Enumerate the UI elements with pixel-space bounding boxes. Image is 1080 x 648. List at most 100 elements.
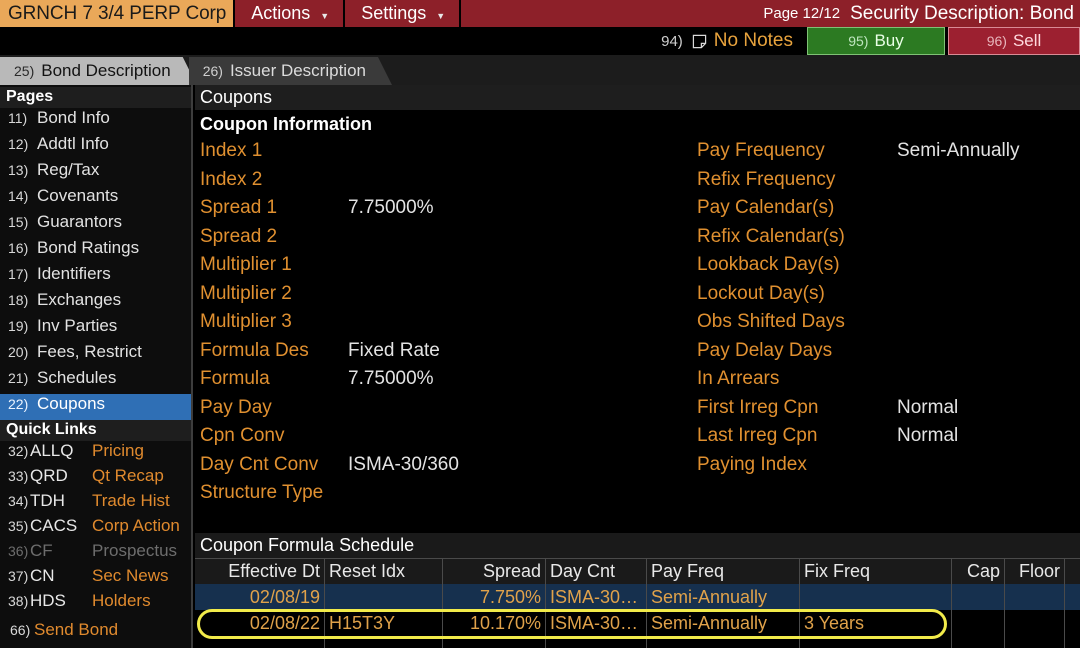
buy-button[interactable]: 95) Buy (807, 27, 945, 55)
field-label-multiplier-2[interactable]: Multiplier 2 (200, 282, 292, 304)
sidebar-item-bond-info[interactable]: 11) Bond Info (0, 108, 191, 134)
sidebar-item-reg-tax[interactable]: 13) Reg/Tax (0, 160, 191, 186)
field-row-index-1: Index 1 (200, 137, 690, 166)
sidebar-item-schedules[interactable]: 21) Schedules (0, 368, 191, 394)
note-icon (692, 34, 707, 49)
table-row[interactable]: 02/08/19 7.750% ISMA-30… Semi-Annually (195, 584, 1080, 610)
field-row-pay-calendar-s: Pay Calendar(s) (697, 194, 1080, 223)
field-label-spread-1[interactable]: Spread 1 (200, 197, 278, 219)
field-label-day-cnt-conv[interactable]: Day Cnt Conv (200, 453, 319, 475)
sidebar-item-label: Identifiers (37, 264, 111, 283)
chevron-down-icon: ▼ (320, 10, 330, 21)
sidebar-item-bond-ratings[interactable]: 16) Bond Ratings (0, 238, 191, 264)
quicklink-code: CN (30, 566, 55, 585)
column-header-cap[interactable]: Cap (952, 558, 1005, 585)
main-panel: Coupons Coupon Information Index 1 Index … (195, 85, 1080, 648)
field-value-first-irreg-cpn: Normal (897, 396, 959, 418)
coupon-information-fields: Index 1 Index 2 Spread 1 7.75000% Spread 2 Mu… (195, 137, 1080, 533)
field-row-pay-day: Pay Day (200, 394, 690, 423)
chevron-down-icon: ▼ (436, 10, 446, 21)
field-label-pay-calendar-s[interactable]: Pay Calendar(s) (697, 197, 835, 219)
sidebar-item-number: 21) (8, 370, 29, 386)
panel-title: Coupons (195, 85, 1080, 111)
field-label-spread-2[interactable]: Spread 2 (200, 225, 278, 247)
sidebar-item-inv-parties[interactable]: 19) Inv Parties (0, 316, 191, 342)
quicklink-number: 35) (8, 518, 29, 534)
column-header-spread[interactable]: Spread (443, 558, 546, 585)
cell-empty (443, 636, 546, 648)
sidebar-item-exchanges[interactable]: 18) Exchanges (0, 290, 191, 316)
field-label-formula-des[interactable]: Formula Des (200, 339, 309, 361)
sidebar-item-label: Covenants (37, 186, 119, 205)
sidebar-item-guarantors[interactable]: 15) Guarantors (0, 212, 191, 238)
sidebar-item-label: Reg/Tax (37, 160, 100, 179)
tab-bond-description[interactable]: 25) Bond Description (0, 57, 197, 85)
field-label-first-irreg-cpn[interactable]: First Irreg Cpn (697, 396, 819, 418)
field-label-paying-index[interactable]: Paying Index (697, 453, 807, 475)
cell-spread: 10.170% (443, 610, 546, 636)
field-label-in-arrears[interactable]: In Arrears (697, 368, 780, 390)
quicklink-label: Sec News (92, 566, 169, 585)
field-label-refix-calendar-s[interactable]: Refix Calendar(s) (697, 225, 845, 247)
quicklink-tdh[interactable]: 34) TDH Trade Hist (0, 491, 191, 516)
send-bond-button[interactable]: 66) Send Bond (0, 620, 118, 640)
field-row-last-irreg-cpn: Last Irreg Cpn Normal (697, 422, 1080, 451)
field-value-last-irreg-cpn: Normal (897, 425, 959, 447)
field-label-formula[interactable]: Formula (200, 368, 270, 390)
quicklink-cacs[interactable]: 35) CACS Corp Action (0, 516, 191, 541)
quicklink-label: Holders (92, 591, 151, 610)
sidebar-item-number: 13) (8, 162, 29, 178)
sidebar-item-identifiers[interactable]: 17) Identifiers (0, 264, 191, 290)
field-label-refix-frequency[interactable]: Refix Frequency (697, 168, 836, 190)
quicklink-cn[interactable]: 37) CN Sec News (0, 566, 191, 591)
settings-menu-button[interactable]: Settings ▼ (345, 0, 462, 27)
field-row-refix-frequency: Refix Frequency (697, 166, 1080, 195)
table-row[interactable]: 02/08/22 H15T3Y 10.170% ISMA-30… Semi-Annual… (195, 610, 1080, 636)
field-label-obs-shifted-days[interactable]: Obs Shifted Days (697, 311, 845, 333)
security-ticker-chip[interactable]: GRNCH 7 3/4 PERP Corp (0, 0, 236, 27)
tab-issuer-description[interactable]: 26) Issuer Description (189, 57, 392, 85)
cell-empty (647, 636, 800, 648)
actions-menu-button[interactable]: Actions ▼ (235, 0, 346, 27)
column-header-day-cnt[interactable]: Day Cnt (546, 558, 647, 585)
no-notes-button[interactable]: 94) No Notes (661, 27, 807, 55)
cell-empty (800, 636, 952, 648)
coupon-formula-schedule-table: Effective Dt Reset Idx Spread Day Cnt Pay Fr… (195, 558, 1080, 648)
field-label-last-irreg-cpn[interactable]: Last Irreg Cpn (697, 425, 818, 447)
column-header-reset-idx[interactable]: Reset Idx (325, 558, 443, 585)
field-label-structure-type[interactable]: Structure Type (200, 482, 324, 504)
sidebar-item-label: Bond Info (37, 108, 110, 127)
field-label-pay-frequency[interactable]: Pay Frequency (697, 140, 825, 162)
column-header-pay-freq[interactable]: Pay Freq (647, 558, 800, 585)
quicklink-qrd[interactable]: 33) QRD Qt Recap (0, 466, 191, 491)
field-label-index-2[interactable]: Index 2 (200, 168, 263, 190)
field-row-multiplier-2: Multiplier 2 (200, 280, 690, 309)
field-column-right: Pay Frequency Semi-Annually Refix Frequenc… (697, 137, 1080, 479)
column-header-fix-freq[interactable]: Fix Freq (800, 558, 952, 585)
field-label-multiplier-1[interactable]: Multiplier 1 (200, 254, 292, 276)
field-label-multiplier-3[interactable]: Multiplier 3 (200, 311, 292, 333)
sell-button[interactable]: 96) Sell (948, 27, 1080, 55)
field-label-lockout-day-s[interactable]: Lockout Day(s) (697, 282, 825, 304)
sidebar-item-covenants[interactable]: 14) Covenants (0, 186, 191, 212)
quicklink-allq[interactable]: 32) ALLQ Pricing (0, 441, 191, 466)
column-header-floor[interactable]: Floor (1005, 558, 1065, 585)
field-label-pay-day[interactable]: Pay Day (200, 396, 272, 418)
sidebar-item-fees-restrict[interactable]: 20) Fees, Restrict (0, 342, 191, 368)
field-label-cpn-conv[interactable]: Cpn Conv (200, 425, 285, 447)
buy-label: Buy (874, 31, 904, 50)
sidebar-item-coupons[interactable]: 22) Coupons (0, 394, 191, 420)
column-header-effective-dt[interactable]: Effective Dt (195, 558, 325, 585)
field-row-spread-2: Spread 2 (200, 223, 690, 252)
sidebar-item-addtl-info[interactable]: 12) Addtl Info (0, 134, 191, 160)
field-label-index-1[interactable]: Index 1 (200, 140, 263, 162)
field-row-pay-delay-days: Pay Delay Days (697, 337, 1080, 366)
field-label-lookback-day-s[interactable]: Lookback Day(s) (697, 254, 840, 276)
cell-floor (1005, 584, 1065, 610)
quicklink-hds[interactable]: 38) HDS Holders (0, 591, 191, 616)
sell-label: Sell (1012, 31, 1042, 50)
sidebar-item-label: Addtl Info (37, 134, 109, 153)
field-label-pay-delay-days[interactable]: Pay Delay Days (697, 339, 833, 361)
sidebar-pages-list: 11) Bond Info 12) Addtl Info 13) Reg/Tax 14) Co… (0, 108, 191, 420)
